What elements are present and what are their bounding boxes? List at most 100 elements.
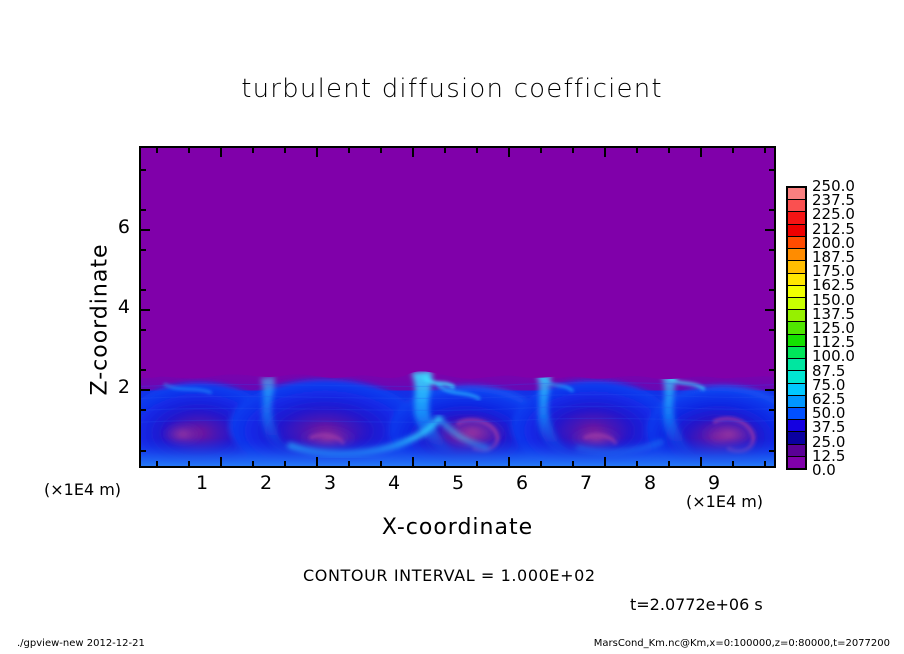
xtick-minor (540, 461, 542, 466)
y-axis-title: Z-coordinate (87, 243, 113, 396)
colorbar-band (788, 200, 805, 213)
ytick-right-minor (769, 450, 774, 452)
ytick-right-minor (769, 289, 774, 291)
xtick-minor (156, 461, 158, 466)
xtick-minor (476, 461, 478, 466)
colorbar-tick-label: 175.0 (812, 262, 855, 281)
chart-title: turbulent diffusion coefficient (241, 74, 663, 104)
timestamp-label: t=2.0772e+06 s (630, 595, 763, 614)
ytick-major (141, 309, 150, 311)
xtick-top-minor (572, 148, 574, 153)
colorbar-tick-label: 250.0 (812, 177, 855, 195)
colorbar-tick-label: 225.0 (812, 205, 855, 224)
ytick-minor (141, 289, 146, 291)
xtick-minor (572, 461, 574, 466)
colorbar-band (788, 432, 805, 445)
colorbar-band (788, 359, 805, 372)
y-tick-label: 4 (117, 296, 130, 318)
colorbar-tick-label: 12.5 (812, 446, 846, 465)
colorbar-band (788, 395, 805, 408)
xtick-top-minor (668, 148, 670, 153)
colorbar-tick-label: 162.5 (812, 276, 855, 295)
colorbar-tick-label: 50.0 (812, 404, 846, 423)
xtick-top-major (508, 148, 510, 157)
x-tick-label: 5 (451, 472, 465, 494)
xtick-top-minor (444, 148, 446, 153)
colorbar-tick-label: 62.5 (812, 390, 846, 408)
xtick-top-minor (732, 148, 734, 153)
ytick-minor (141, 249, 146, 251)
xtick-top-minor (156, 148, 158, 153)
colorbar-band (788, 236, 805, 250)
x-tick-label: 9 (707, 472, 721, 494)
x-tick-label: 4 (387, 472, 401, 494)
colorbar-band (788, 334, 805, 347)
ytick-minor (141, 329, 146, 331)
ytick-minor (141, 369, 146, 371)
ytick-major (141, 389, 150, 391)
footer-command: ./gpview-new 2012-12-21 (17, 638, 145, 649)
colorbar-band (788, 261, 805, 274)
xtick-major (700, 457, 702, 466)
colorbar-band (788, 310, 805, 323)
xtick-top-minor (636, 148, 638, 153)
colorbar-band (788, 407, 805, 421)
colorbar-tick-label: 200.0 (812, 233, 855, 252)
colorbar-band (788, 297, 805, 311)
x-tick-label: 2 (259, 472, 273, 494)
colorbar-tick-label: 125.0 (812, 319, 855, 337)
xtick-minor (188, 461, 190, 466)
colorbar-tick-label: 137.5 (812, 304, 855, 323)
colorbar-band (788, 444, 805, 457)
x-axis-unit-left: (×1E4 m) (44, 480, 122, 499)
ytick-right-minor (769, 409, 774, 411)
colorbar-tick-label: 75.0 (812, 375, 846, 394)
colorbar-tick-label: 187.5 (812, 248, 855, 266)
xtick-top-major (316, 148, 318, 157)
ytick-right-minor (769, 209, 774, 211)
footer-dataset: MarsCond_Km.nc@Km,x=0:100000,z=0:80000,t… (593, 638, 890, 649)
colorbar-tick-label: 237.5 (812, 191, 855, 210)
colorbar-band (788, 188, 805, 201)
xtick-top-major (700, 148, 702, 157)
colorbar-tick-label: 212.5 (812, 219, 855, 238)
ytick-right-major (765, 309, 774, 311)
xtick-major (316, 457, 318, 466)
xtick-minor (348, 461, 350, 466)
colorbar-tick-label: 0.0 (812, 461, 836, 479)
colorbar-tick-label: 112.5 (812, 333, 855, 352)
xtick-top-minor (380, 148, 382, 153)
x-tick-label: 7 (579, 472, 593, 494)
xtick-minor (636, 461, 638, 466)
ytick-right-major (765, 389, 774, 391)
xtick-minor (252, 461, 254, 466)
x-tick-label: 3 (323, 472, 337, 494)
colorbar-band (788, 224, 805, 237)
xtick-top-minor (764, 148, 766, 153)
ytick-minor (141, 209, 146, 211)
colorbar-band (788, 420, 805, 433)
colorbar-band (788, 383, 805, 396)
xtick-major (508, 457, 510, 466)
ytick-right-major (765, 229, 774, 231)
colorbar-tick-label: 150.0 (812, 290, 855, 309)
y-tick-label: 6 (117, 216, 130, 238)
xtick-minor (444, 461, 446, 466)
colorbar-band (788, 456, 805, 469)
colorbar-tick-label: 25.0 (812, 432, 846, 451)
xtick-top-minor (540, 148, 542, 153)
colorbar-band (788, 212, 805, 225)
xtick-major (220, 457, 222, 466)
x-tick-label: 6 (515, 472, 529, 494)
ytick-right-minor (769, 249, 774, 251)
xtick-minor (668, 461, 670, 466)
colorbar-band (788, 322, 805, 335)
colorbar-band (788, 371, 805, 384)
x-axis-unit-right: (×1E4 m) (686, 492, 764, 511)
colorbar-band (788, 285, 805, 298)
xtick-top-minor (188, 148, 190, 153)
colorbar-band (788, 346, 805, 360)
xtick-top-major (604, 148, 606, 157)
xtick-minor (380, 461, 382, 466)
